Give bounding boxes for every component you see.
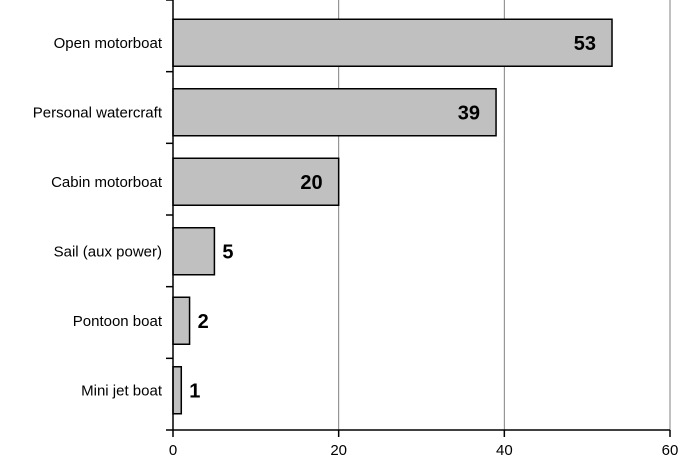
bar-open-motorboat (172, 18, 613, 67)
x-tick-label-60: 60 (662, 442, 679, 459)
x-tick-label-40: 40 (496, 442, 513, 459)
bar-mini-jet-boat (172, 366, 183, 415)
category-label-sail-aux-power: Sail (aux power) (54, 243, 162, 260)
data-label-sail-aux-power: 5 (222, 241, 233, 263)
data-label-open-motorboat: 53 (574, 33, 596, 55)
data-label-cabin-motorboat: 20 (300, 172, 322, 194)
category-label-mini-jet-boat: Mini jet boat (81, 382, 163, 399)
data-label-personal-watercraft: 39 (458, 102, 480, 124)
bar-pontoon-boat (172, 296, 191, 345)
x-tick-label-20: 20 (330, 442, 347, 459)
x-tick-label-0: 0 (169, 442, 177, 459)
category-label-personal-watercraft: Personal watercraft (33, 104, 163, 121)
category-label-pontoon-boat: Pontoon boat (73, 313, 163, 330)
category-label-cabin-motorboat: Cabin motorboat (51, 174, 163, 191)
data-label-pontoon-boat: 2 (198, 311, 209, 333)
data-label-mini-jet-boat: 1 (189, 380, 200, 402)
bar-personal-watercraft (172, 88, 497, 137)
bar-sail-aux-power (172, 227, 216, 276)
bar-cabin-motorboat (172, 157, 340, 206)
category-label-open-motorboat: Open motorboat (54, 35, 163, 52)
